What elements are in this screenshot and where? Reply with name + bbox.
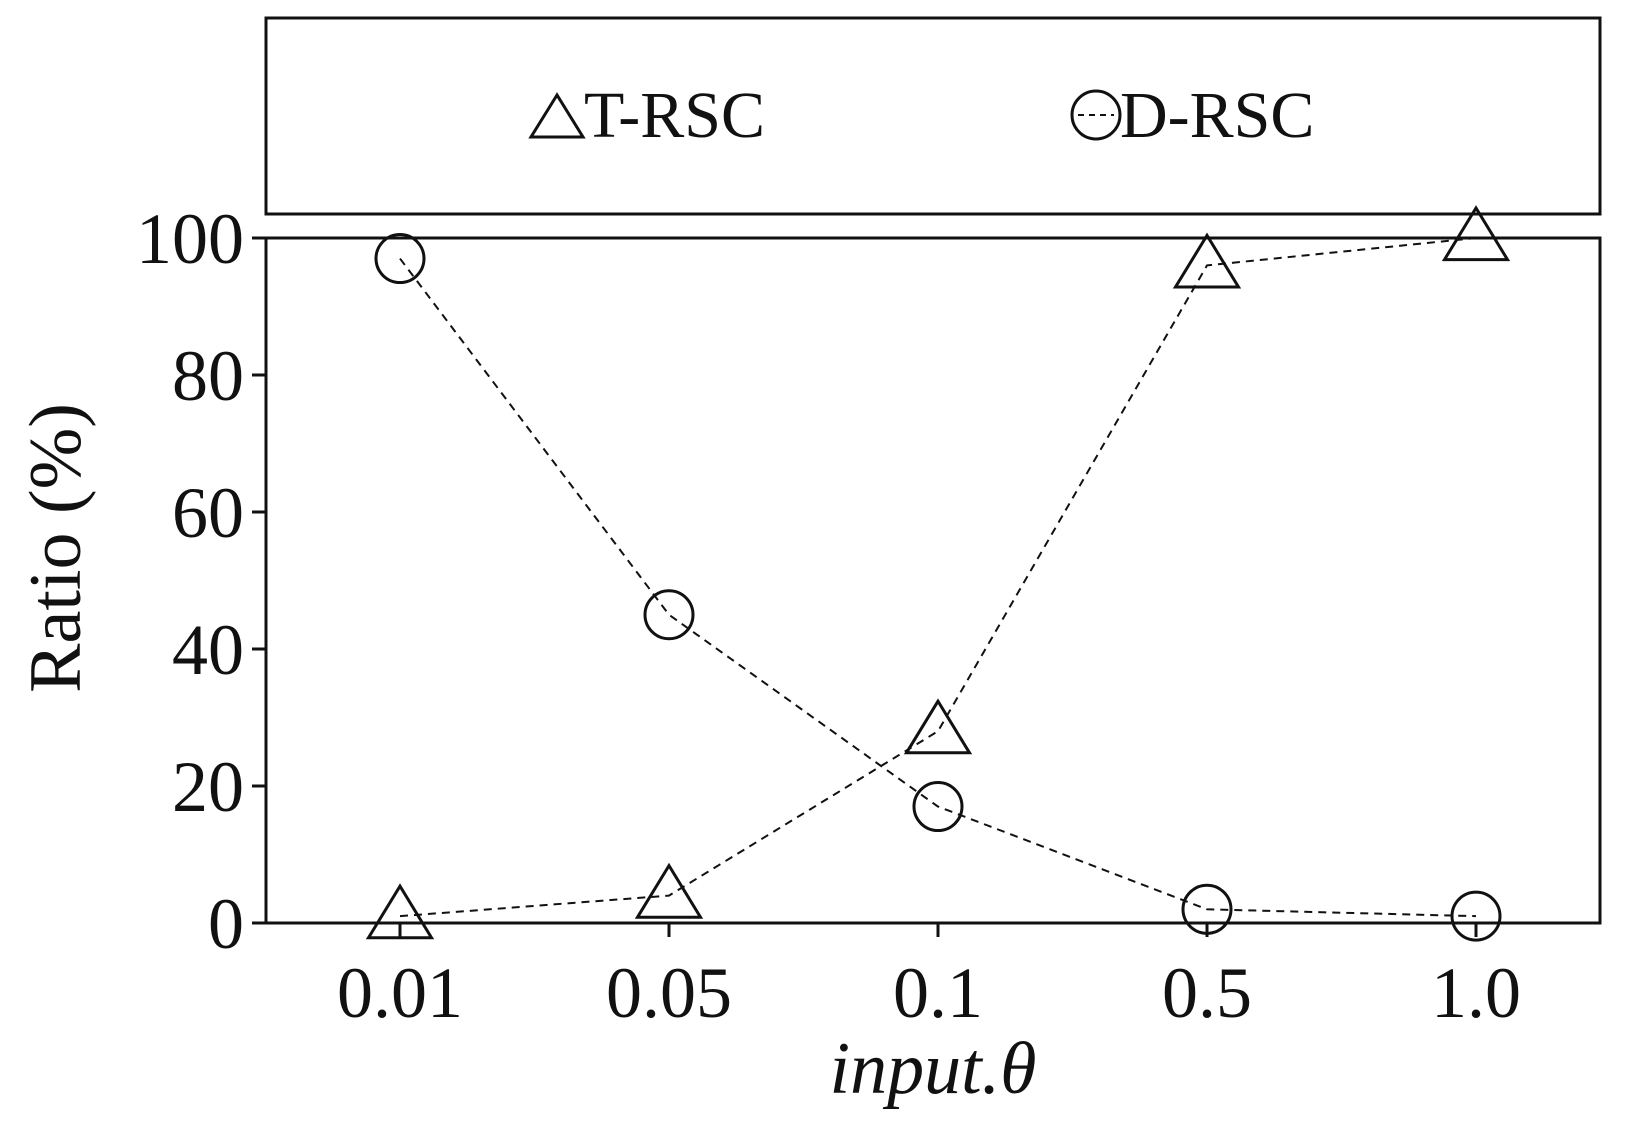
- data-point-circle: [374, 233, 426, 285]
- y-tick-label: 20: [172, 747, 244, 827]
- x-axis-ticks: 0.01 0.05 0.1 0.5 1.0: [337, 923, 1521, 1033]
- x-tick-label: 0.1: [893, 953, 983, 1033]
- series-t-rsc: [365, 205, 1511, 940]
- data-point-triangle: [365, 883, 435, 940]
- y-tick-label: 60: [172, 473, 244, 553]
- data-point-circle: [1181, 883, 1233, 935]
- data-point-triangle: [634, 862, 704, 919]
- series-line-d-rsc: [399, 257, 1477, 918]
- y-tick-label: 80: [172, 336, 244, 416]
- data-point-circle: [1450, 890, 1502, 942]
- plot-frame: [264, 236, 1602, 925]
- data-point-circle: [643, 589, 695, 641]
- legend-triangle-marker: [528, 92, 586, 139]
- x-tick-label: 0.01: [337, 953, 463, 1033]
- x-tick-label: 0.05: [606, 953, 732, 1033]
- data-point-triangle: [903, 698, 973, 755]
- y-axis-ticks: 0 20 40 60 80 100: [136, 199, 266, 964]
- series-d-rsc: [374, 233, 1502, 942]
- legend-label-d-rsc: D-RSC: [1120, 79, 1314, 152]
- series-layer: [365, 205, 1511, 942]
- legend-circle-marker: [1070, 89, 1122, 141]
- x-axis-title: input.θ: [830, 1028, 1037, 1110]
- data-point-triangle: [1441, 205, 1511, 262]
- legend-item-t-rsc: T-RSC: [528, 79, 765, 152]
- y-tick-label: 0: [208, 884, 244, 964]
- x-tick-label: 0.5: [1162, 953, 1252, 1033]
- legend: T-RSC D-RSC: [264, 16, 1602, 216]
- series-line-t-rsc: [399, 237, 1477, 918]
- legend-frame: [264, 16, 1602, 216]
- x-tick-label: 1.0: [1431, 953, 1521, 1033]
- y-tick-label: 100: [136, 199, 244, 279]
- data-point-triangle: [1172, 232, 1242, 289]
- legend-label-t-rsc: T-RSC: [584, 79, 765, 152]
- y-tick-label: 40: [172, 610, 244, 690]
- legend-item-d-rsc: D-RSC: [1070, 79, 1314, 152]
- data-point-circle: [912, 781, 964, 833]
- y-axis-title: Ratio (%): [15, 403, 97, 693]
